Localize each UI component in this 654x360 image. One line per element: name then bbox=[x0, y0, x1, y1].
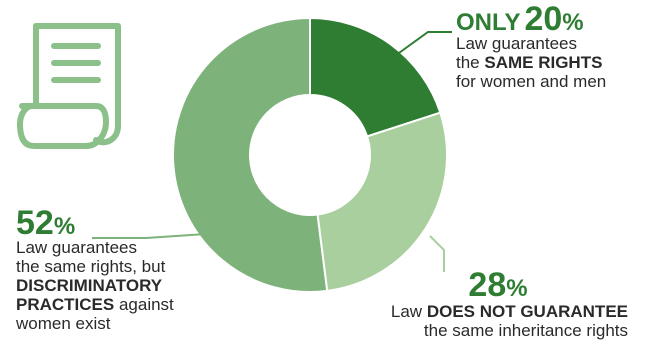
pie-slice-52 bbox=[172, 16, 329, 293]
percent-sign-28: % bbox=[506, 275, 528, 302]
document-scroll-icon bbox=[17, 23, 121, 149]
value-label-28: 28% bbox=[328, 268, 628, 302]
leader-line-20 bbox=[391, 31, 452, 59]
value-number-20: 20 bbox=[524, 0, 563, 38]
c52-line3: DISCRIMINATORY bbox=[16, 276, 163, 295]
c20-line1: Law guarantees bbox=[456, 34, 577, 53]
c52-line4-rest: against bbox=[114, 295, 174, 314]
callout-20-percent: ONLY 20% Law guarantees the SAME RIGHTS f… bbox=[456, 2, 652, 91]
c20-line2: the SAME RIGHTS bbox=[456, 53, 652, 72]
percent-sign-52: % bbox=[53, 213, 76, 240]
c28-line1: Law DOES NOT GUARANTEE bbox=[328, 302, 628, 321]
value-number-28: 28 bbox=[468, 266, 507, 304]
leader-line-52 bbox=[92, 233, 207, 239]
c28-line1-pre: Law bbox=[390, 302, 427, 321]
value-number-52: 52 bbox=[16, 204, 54, 242]
c28-line2: the same inheritance rights bbox=[423, 321, 628, 340]
only-label: ONLY bbox=[456, 9, 521, 36]
value-label-52: 52% bbox=[16, 206, 226, 240]
c52-line5: women exist bbox=[16, 314, 111, 333]
c20-line2-pre: the bbox=[456, 53, 485, 72]
c52-line4-bold: PRACTICES bbox=[16, 295, 115, 314]
c52-line1: Law guarantees bbox=[16, 238, 137, 257]
c20-line2-bold: SAME RIGHTS bbox=[484, 53, 603, 72]
leader-line-28 bbox=[429, 235, 445, 272]
c52-line4: PRACTICES against bbox=[16, 295, 226, 314]
value-label-20: ONLY 20% bbox=[456, 2, 652, 36]
c28-line1-bold: DOES NOT GUARANTEE bbox=[426, 302, 628, 321]
percent-sign-20: % bbox=[562, 9, 584, 36]
c52-line2: the same rights, but bbox=[16, 257, 166, 276]
callout-52-percent: 52% Law guarantees the same rights, but … bbox=[16, 206, 226, 333]
donut-chart bbox=[172, 16, 448, 293]
pie-slice-20 bbox=[309, 16, 442, 138]
c20-line3: for women and men bbox=[456, 72, 607, 91]
pie-slice-28 bbox=[316, 111, 448, 293]
callout-28-percent: 28% Law DOES NOT GUARANTEE the same inhe… bbox=[328, 268, 628, 340]
